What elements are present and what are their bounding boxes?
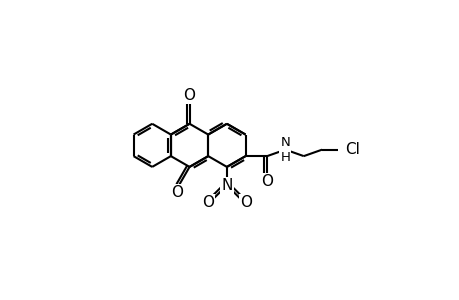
Text: N: N: [221, 178, 232, 193]
Text: Cl: Cl: [344, 142, 359, 157]
Text: O: O: [240, 195, 252, 210]
Text: N
H: N H: [280, 136, 290, 164]
Text: O: O: [171, 185, 183, 200]
Text: O: O: [202, 195, 213, 210]
Text: O: O: [183, 88, 195, 103]
Text: O: O: [261, 174, 273, 189]
